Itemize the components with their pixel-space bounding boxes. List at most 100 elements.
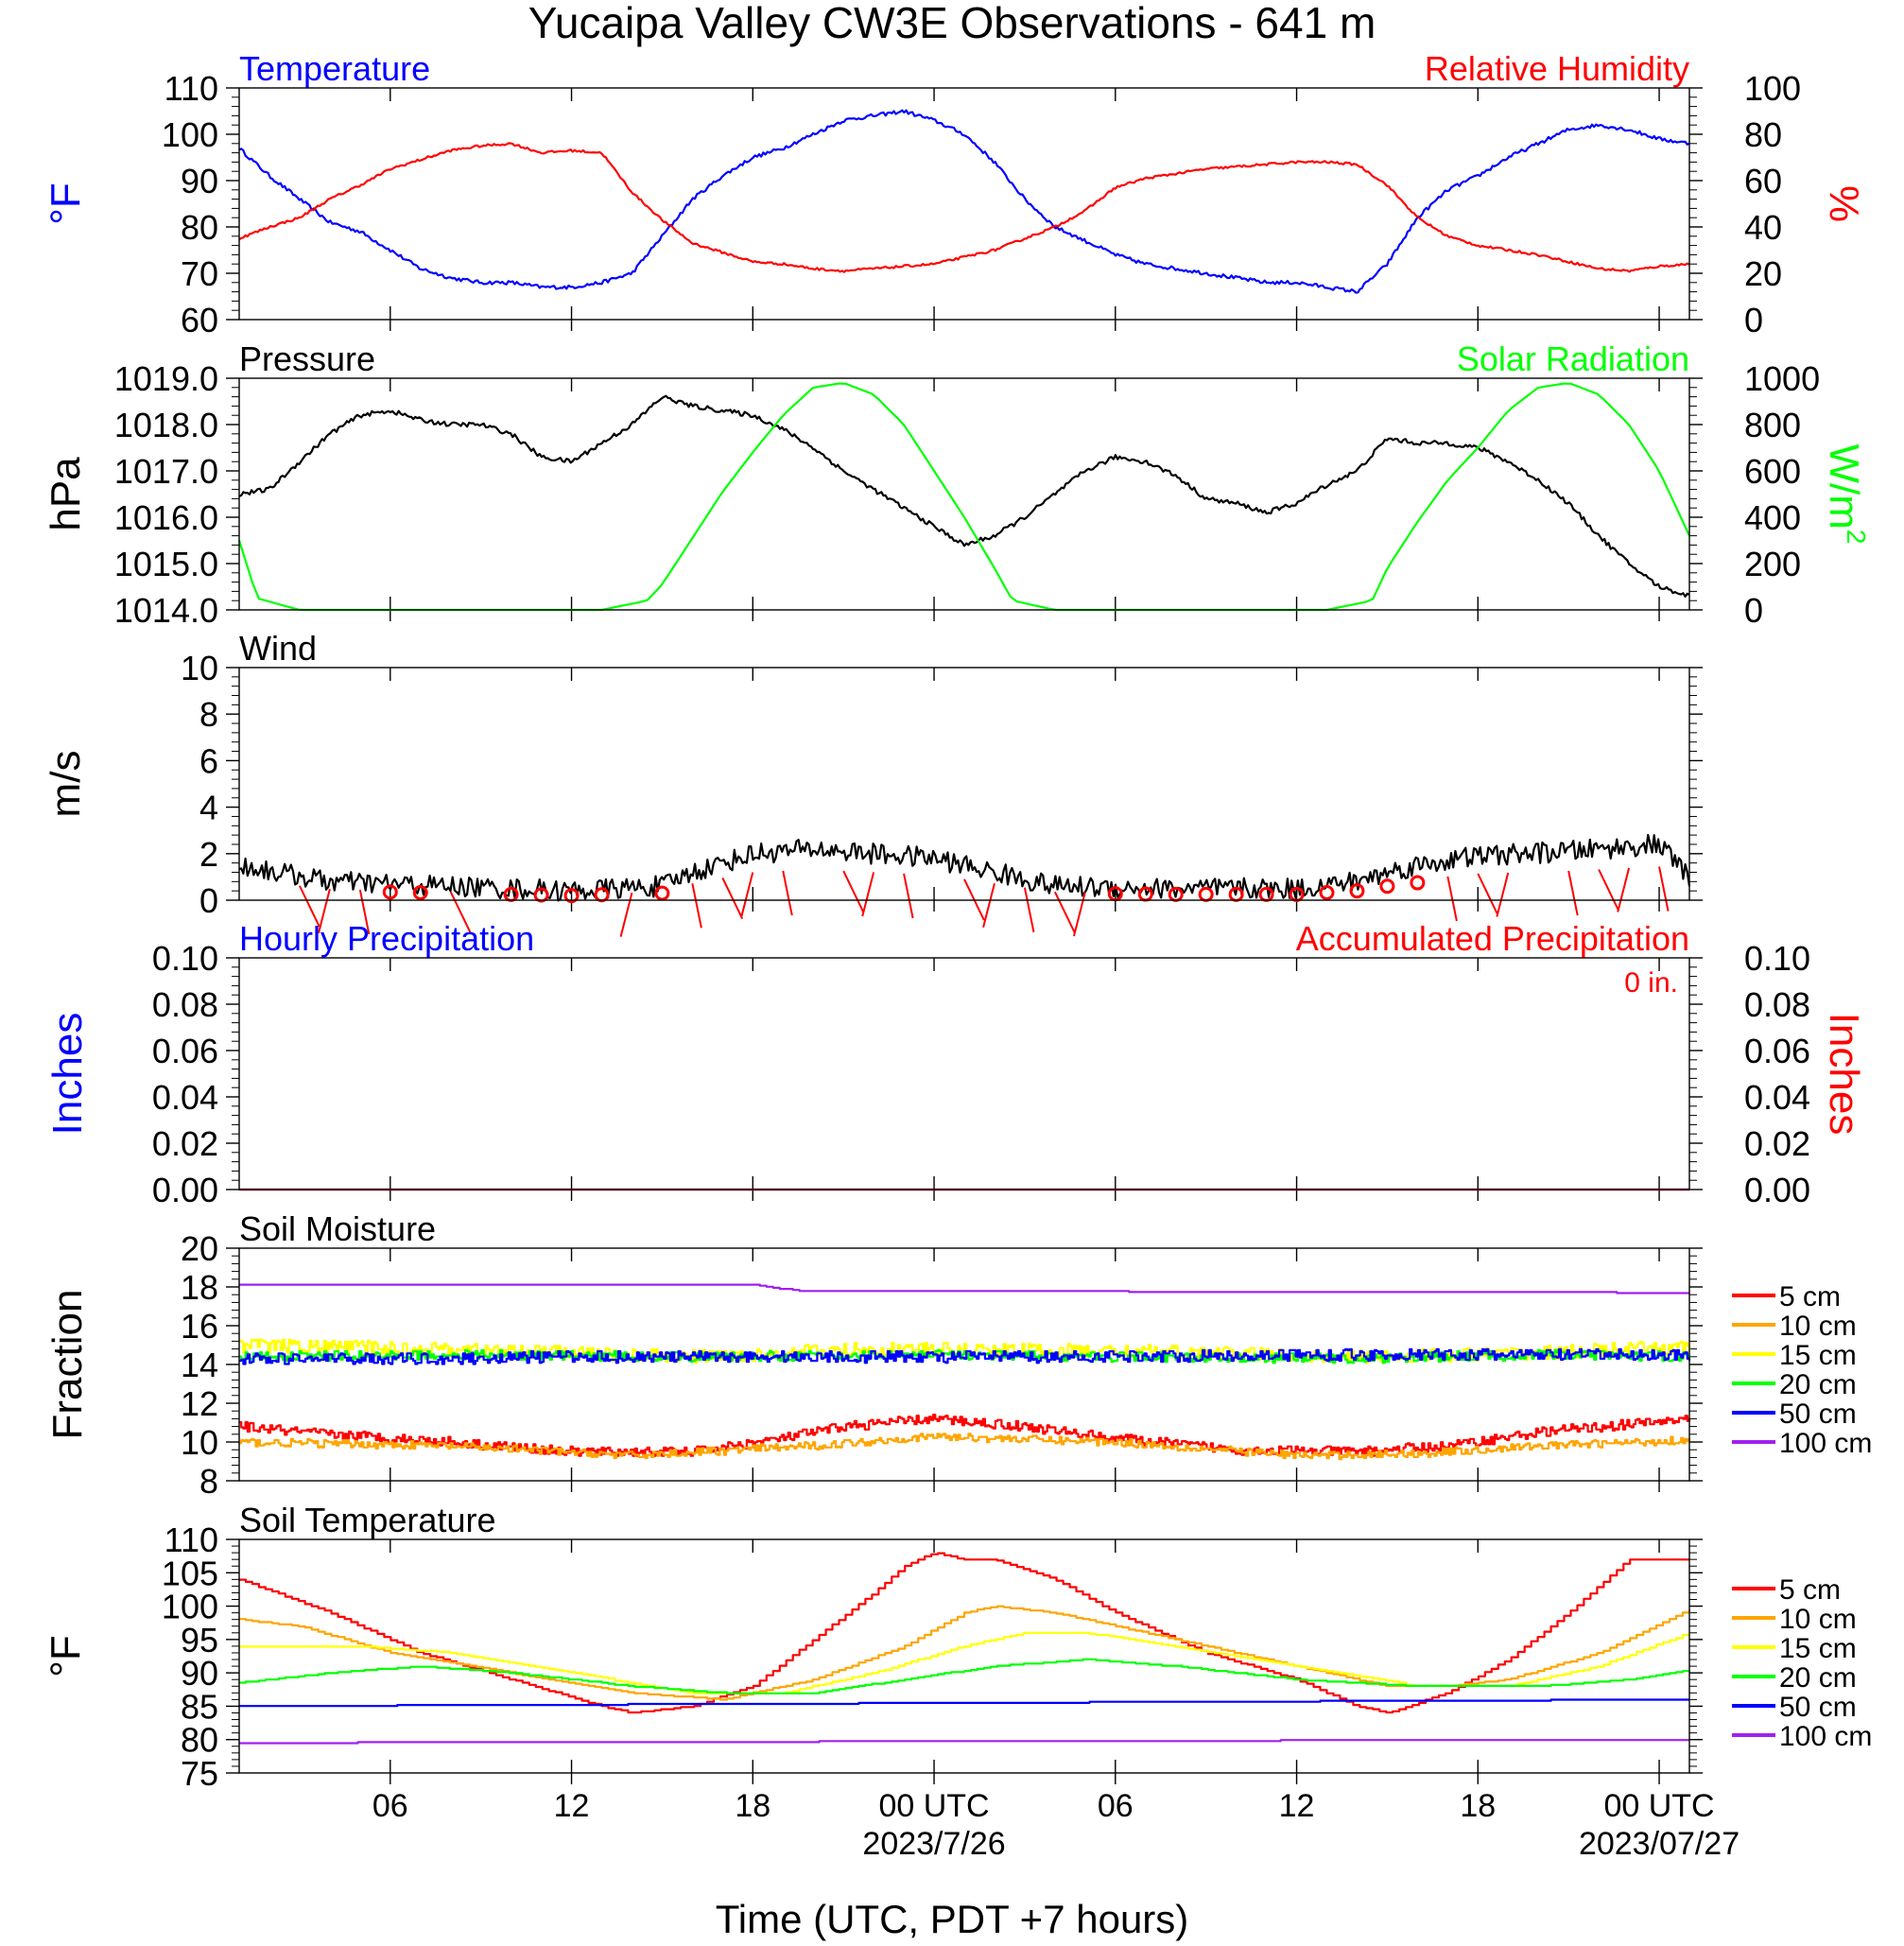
wind-barb	[358, 889, 371, 935]
y-tick-label-right: 600	[1744, 452, 1801, 491]
y-tick-label-left: 1017.0	[114, 452, 218, 491]
y-axis-label-right: Inches	[1821, 1013, 1867, 1136]
wind-barb	[982, 883, 995, 929]
y-tick-label-left: 0	[199, 881, 218, 920]
y-axis-label-left: Fraction	[44, 1290, 91, 1440]
y-tick-label-left: 105	[162, 1554, 218, 1592]
y-tick-label-left: 8	[199, 695, 218, 734]
wind-barb	[1598, 869, 1619, 912]
y-tick-label-left: 1019.0	[114, 359, 218, 398]
x-tick-label: 12	[554, 1788, 590, 1824]
y-tick-label-right: 0.06	[1744, 1032, 1810, 1070]
y-tick-label-left: 90	[181, 162, 218, 200]
legend-label: 10 cm	[1779, 1311, 1857, 1342]
y-tick-label-right: 200	[1744, 545, 1801, 583]
y-tick-label-right: 100	[1744, 69, 1801, 108]
calm-wind-circle	[654, 885, 670, 901]
y-tick-label-left: 0.04	[152, 1078, 218, 1117]
series-5-cm	[239, 1552, 1689, 1714]
wind-barb	[449, 891, 472, 933]
wind-barb	[299, 885, 320, 928]
y-tick-label-left: 75	[181, 1754, 218, 1793]
wind-barb	[740, 872, 754, 917]
y-tick-label-left: 1015.0	[114, 545, 218, 583]
panel-title-left: Soil Temperature	[239, 1501, 495, 1539]
legend-label: 50 cm	[1779, 1399, 1857, 1430]
y-tick-label-left: 100	[162, 115, 218, 154]
legend-label: 5 cm	[1779, 1281, 1841, 1312]
y-tick-label-left: 110	[164, 69, 218, 108]
calm-wind-circle	[1410, 875, 1426, 891]
y-tick-label-left: 0.08	[152, 985, 218, 1024]
y-tick-label-left: 0.02	[152, 1124, 218, 1163]
wind-barb	[782, 870, 793, 916]
x-tick-label: 06	[1098, 1788, 1134, 1824]
panel-frame	[238, 87, 1690, 321]
y-tick-label-left: 4	[199, 789, 218, 827]
calm-wind-circle	[382, 884, 398, 900]
panel-title-left: Wind	[239, 629, 317, 668]
legend-label: 50 cm	[1779, 1692, 1857, 1723]
calm-wind-circle	[563, 888, 580, 904]
legend-label: 100 cm	[1779, 1428, 1872, 1459]
wind-barb	[1023, 887, 1035, 932]
y-tick-label-left: 2	[199, 835, 218, 874]
y-tick-label-left: 95	[181, 1621, 218, 1659]
legend-label: 10 cm	[1779, 1604, 1857, 1635]
calm-wind-circle	[533, 887, 549, 903]
y-tick-label-left: 90	[181, 1654, 218, 1693]
y-tick-label-left: 70	[181, 254, 218, 293]
series-black	[238, 394, 1690, 598]
y-tick-label-left: 16	[181, 1307, 218, 1346]
y-tick-label-left: 18	[181, 1268, 218, 1307]
y-tick-label-right: 0.00	[1744, 1171, 1810, 1209]
unit-superscript: 2	[1842, 530, 1871, 545]
wind-barb	[861, 872, 875, 917]
legend-label: 20 cm	[1779, 1369, 1857, 1400]
x-tick-label: 18	[735, 1788, 770, 1824]
y-axis-label-right: %	[1821, 185, 1867, 222]
x-tick-label: 00 UTC	[1603, 1788, 1714, 1824]
wind-barb	[1567, 870, 1579, 916]
x-axis-label: Time (UTC, PDT +7 hours)	[716, 1897, 1189, 1941]
y-tick-label-right: 0	[1744, 591, 1763, 630]
y-tick-label-right: 0.04	[1744, 1078, 1810, 1117]
calm-wind-circle	[1379, 878, 1395, 895]
y-tick-label-right: 1000	[1744, 359, 1820, 398]
series-green	[237, 382, 1690, 612]
y-tick-label-left: 100	[162, 1588, 218, 1626]
panel-title-right: Relative Humidity	[1425, 49, 1689, 88]
x-tick-label: 06	[372, 1788, 408, 1824]
y-tick-label-right: 800	[1744, 406, 1801, 444]
x-tick-label: 12	[1279, 1788, 1315, 1824]
y-tick-label-right: 0.10	[1744, 939, 1810, 978]
y-tick-label-left: 1016.0	[114, 498, 218, 537]
panel-frame	[238, 1247, 1690, 1482]
x-date-label: 2023/7/26	[862, 1826, 1005, 1862]
wind-barb	[318, 888, 331, 933]
wind-barb	[903, 873, 914, 919]
series-20-cm	[239, 1658, 1691, 1694]
y-tick-label-right: 0.02	[1744, 1124, 1810, 1163]
wind-barb	[1496, 872, 1510, 917]
wind-barb	[721, 877, 744, 920]
series-10-cm	[239, 1433, 1691, 1461]
calm-wind-circle	[1258, 886, 1274, 902]
y-tick-label-right: 20	[1744, 254, 1782, 293]
y-tick-label-left: 12	[181, 1384, 218, 1423]
wind-barb	[1477, 873, 1499, 915]
wind-barb	[842, 870, 864, 912]
panel-title-right: Accumulated Precipitation	[1296, 919, 1689, 958]
y-axis-label-left: Inches	[44, 1013, 91, 1136]
panel-precip: 0.00 0.02 0.04 0.06 0.08 0.10 0.00 0.02 0.04 0.06…	[44, 919, 1867, 1209]
panel-wind: 0 2 4 6 8 10 Wind m/s	[43, 629, 1703, 937]
panel-pres_solar: 1014.0 1015.0 1016.0 1017.0 1018.0 1019.0 0 200…	[43, 339, 1871, 630]
panel-title-right: Solar Radiation	[1457, 339, 1689, 378]
y-tick-label-right: 60	[1744, 162, 1782, 200]
wind-barb	[1446, 876, 1458, 922]
calm-wind-circle	[594, 887, 610, 903]
y-tick-label-right: 400	[1744, 498, 1801, 537]
wind-barb	[1617, 867, 1631, 912]
